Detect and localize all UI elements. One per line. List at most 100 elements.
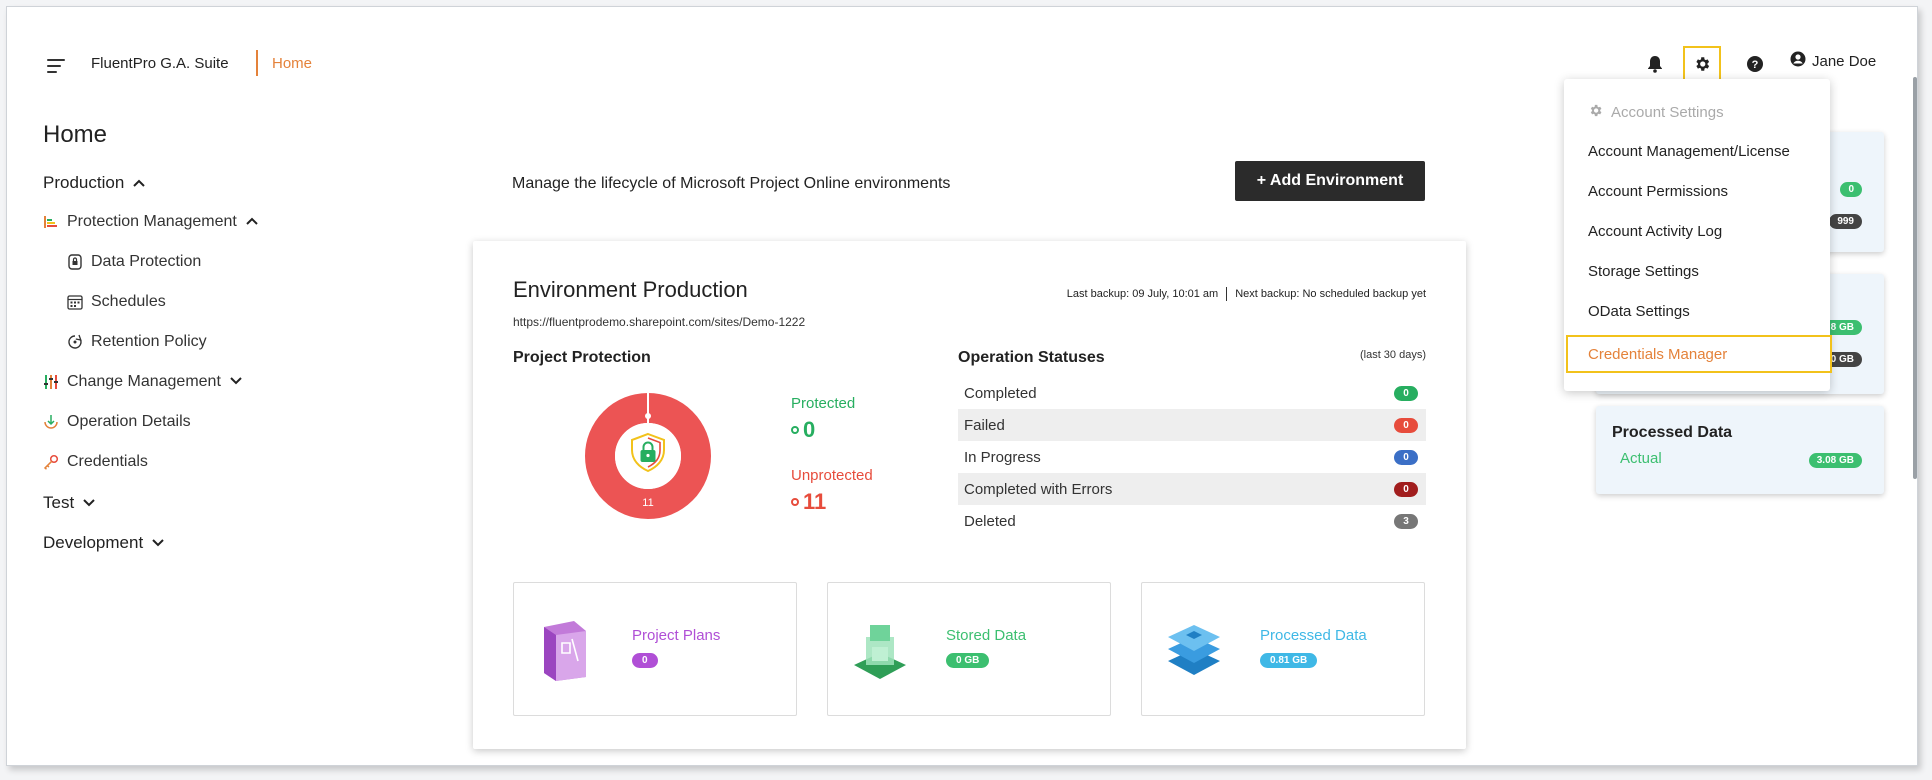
- project-plans-label: Project Plans: [632, 627, 721, 644]
- page-scrollbar[interactable]: [1913, 77, 1917, 479]
- sidebar-item-test[interactable]: Test: [43, 493, 96, 513]
- bell-icon[interactable]: [1640, 49, 1670, 79]
- status-row-completed[interactable]: Completed 0: [958, 377, 1426, 409]
- protected-dot-icon: [791, 426, 799, 434]
- status-badge: 0: [1394, 481, 1418, 497]
- help-icon[interactable]: ?: [1740, 49, 1770, 79]
- status-badge: 3: [1394, 513, 1418, 529]
- operation-statuses-title: Operation Statuses: [958, 349, 1105, 366]
- page-title: Home: [43, 121, 108, 148]
- summary-pill: 8 GB: [1822, 320, 1862, 335]
- breadcrumb[interactable]: Home: [272, 55, 313, 72]
- sidebar-item-protection-management[interactable]: Protection Management: [43, 213, 259, 231]
- sidebar-item-data-protection[interactable]: Data Protection: [67, 253, 201, 271]
- chevron-down-icon: [151, 533, 165, 553]
- unprotected-dot-icon: [791, 498, 799, 506]
- gear-icon[interactable]: [1683, 46, 1721, 82]
- sidebar-item-schedules[interactable]: Schedules: [67, 293, 166, 311]
- processed-data-box[interactable]: Processed Data 0.81 GB: [1141, 582, 1425, 716]
- sidebar-item-label: Data Protection: [91, 253, 202, 270]
- operation-statuses-period: (last 30 days): [1359, 349, 1426, 361]
- status-label: Completed with Errors: [964, 480, 1113, 498]
- sidebar-item-label: Development: [43, 533, 144, 552]
- operation-icon: [43, 414, 59, 430]
- project-plans-box[interactable]: Project Plans 0: [513, 582, 797, 716]
- sidebar-item-label: Production: [43, 173, 125, 192]
- menu-item-account-activity-log[interactable]: Account Activity Log: [1588, 223, 1723, 240]
- sidebar-item-label: Credentials: [67, 453, 148, 470]
- user-name: Jane Doe: [1812, 52, 1877, 70]
- donut-total-label: 11: [642, 497, 654, 509]
- menu-item-odata-settings[interactable]: OData Settings: [1588, 303, 1690, 320]
- account-settings-menu: Account Settings Account Management/Lice…: [1564, 79, 1832, 391]
- summary-pill: 0 GB: [1822, 352, 1862, 367]
- status-row-deleted[interactable]: Deleted 3: [958, 505, 1426, 537]
- sidebar-item-label: Retention Policy: [91, 333, 207, 350]
- chevron-up-icon: [245, 213, 259, 231]
- operation-status-list: Completed 0 Failed 0 In Progress 0 Compl…: [958, 377, 1426, 537]
- sidebar-item-label: Change Management: [67, 373, 221, 390]
- protected-count: 0: [803, 417, 816, 442]
- svg-text:?: ?: [1752, 59, 1759, 71]
- status-label: Completed: [964, 384, 1037, 402]
- chevron-down-icon: [82, 493, 96, 513]
- project-plans-icon: [536, 617, 596, 681]
- lock-icon: [67, 254, 83, 270]
- menu-item-account-permissions[interactable]: Account Permissions: [1588, 183, 1729, 200]
- processed-data-summary-card[interactable]: Processed Data Actual 3.08 GB: [1596, 406, 1884, 494]
- unprotected-count: 11: [803, 489, 827, 514]
- processed-data-label: Processed Data: [1260, 627, 1367, 644]
- brand-divider: [256, 50, 258, 76]
- protected-value: 0: [791, 417, 815, 443]
- calendar-icon: [67, 294, 83, 310]
- processed-data-badge: 0.81 GB: [1260, 653, 1318, 668]
- last-backup: Last backup: 09 July, 10:01 am: [1066, 288, 1219, 300]
- sidebar-item-change-management[interactable]: Change Management: [43, 373, 243, 391]
- status-row-in-progress[interactable]: In Progress 0: [958, 441, 1426, 473]
- status-row-completed-with-errors[interactable]: Completed with Errors 0: [958, 473, 1426, 505]
- sidebar-item-production[interactable]: Production: [43, 173, 146, 193]
- retention-icon: [67, 334, 83, 350]
- user-menu-button[interactable]: Jane Doe: [1790, 51, 1876, 71]
- summary-pill: 999: [1829, 214, 1862, 229]
- chevron-down-icon: [229, 373, 243, 391]
- actual-label: Actual: [1620, 450, 1662, 467]
- menu-item-account-management[interactable]: Account Management/License: [1588, 143, 1790, 160]
- menu-item-storage-settings[interactable]: Storage Settings: [1588, 263, 1699, 280]
- status-badge: 0: [1394, 385, 1418, 401]
- lifecycle-description: Manage the lifecycle of Microsoft Projec…: [512, 175, 951, 192]
- environment-url: https://fluentprodemo.sharepoint.com/sit…: [513, 315, 806, 329]
- status-row-failed[interactable]: Failed 0: [958, 409, 1426, 441]
- bar-chart-icon: [43, 214, 59, 230]
- sidebar-item-label: Test: [43, 493, 75, 512]
- add-environment-button[interactable]: + Add Environment: [1235, 161, 1425, 201]
- account-settings-heading: Account Settings: [1588, 103, 1724, 122]
- shield-lock-icon: [631, 432, 665, 473]
- gear-icon: [1588, 103, 1603, 122]
- backup-divider: [1226, 287, 1228, 301]
- summary-pill: 0: [1840, 182, 1862, 197]
- backup-info: Last backup: 09 July, 10:01 am Next back…: [1067, 287, 1426, 301]
- unprotected-label: Unprotected: [791, 467, 873, 484]
- sidebar-item-credentials[interactable]: Credentials: [43, 453, 148, 471]
- top-bar: FluentPro G.A. Suite Home ? Jane Doe: [7, 7, 1917, 117]
- unprotected-value: 11: [791, 489, 826, 515]
- account-settings-heading-label: Account Settings: [1611, 104, 1724, 121]
- next-backup: Next backup: No scheduled backup yet: [1235, 288, 1426, 300]
- user-circle-icon: [1790, 51, 1806, 71]
- sidebar-item-development[interactable]: Development: [43, 533, 165, 553]
- sidebar-item-retention-policy[interactable]: Retention Policy: [67, 333, 207, 351]
- sliders-icon: [43, 374, 59, 390]
- menu-item-credentials-manager[interactable]: Credentials Manager: [1566, 335, 1832, 373]
- stored-data-badge: 0 GB: [946, 653, 990, 668]
- sidebar-item-label: Operation Details: [67, 413, 191, 430]
- stored-data-icon: [850, 617, 910, 681]
- sidebar-item-operation-details[interactable]: Operation Details: [43, 413, 191, 431]
- hamburger-icon[interactable]: [47, 59, 65, 73]
- stored-data-box[interactable]: Stored Data 0 GB: [827, 582, 1111, 716]
- status-label: In Progress: [964, 448, 1041, 466]
- project-plans-badge: 0: [632, 653, 658, 668]
- environment-title: Environment Production: [513, 277, 748, 302]
- status-label: Failed: [964, 416, 1005, 434]
- environment-card: Environment Production https://fluentpro…: [473, 241, 1466, 749]
